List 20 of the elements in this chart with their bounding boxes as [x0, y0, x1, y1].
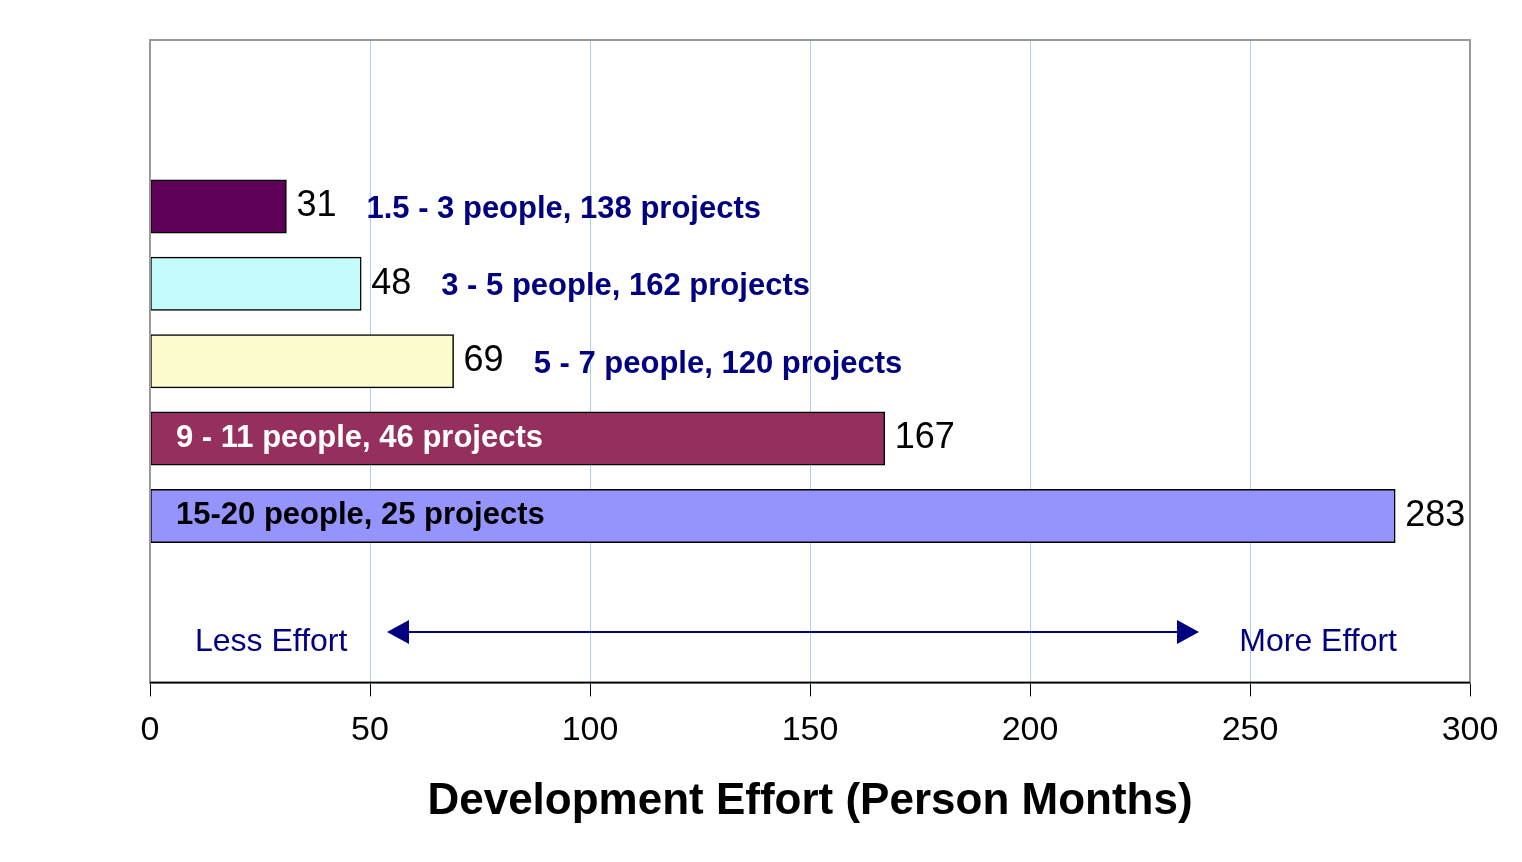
y-tick-label: 3 - 5 people, 162 projects [441, 267, 810, 303]
data-label: 69 [463, 338, 504, 380]
x-tick-label: 250 [1221, 709, 1279, 748]
x-tick-label: 300 [1441, 709, 1499, 748]
data-label: 283 [1405, 492, 1466, 534]
x-tick-label: 50 [351, 709, 389, 748]
data-label: 167 [894, 415, 955, 457]
x-tick-label: 0 [140, 709, 160, 748]
y-tick-label: 5 - 7 people, 120 projects [533, 344, 903, 380]
y-tick-label: 15-20 people, 25 projects [176, 496, 545, 532]
x-tick-label: 150 [781, 709, 839, 748]
x-tick-label: 100 [561, 709, 619, 748]
text: More Effort [1239, 622, 1398, 659]
y-tick-label: 9 - 11 people, 46 projects [176, 419, 543, 455]
data-label: 31 [296, 183, 337, 225]
data-label: 48 [371, 260, 412, 302]
x-tick-label: 200 [1001, 709, 1059, 748]
text: Less Effort [195, 622, 348, 659]
x-axis-title: Development Effort (Person Months) [427, 773, 1193, 823]
y-tick-label: 1.5 - 3 people, 138 projects [366, 190, 762, 225]
